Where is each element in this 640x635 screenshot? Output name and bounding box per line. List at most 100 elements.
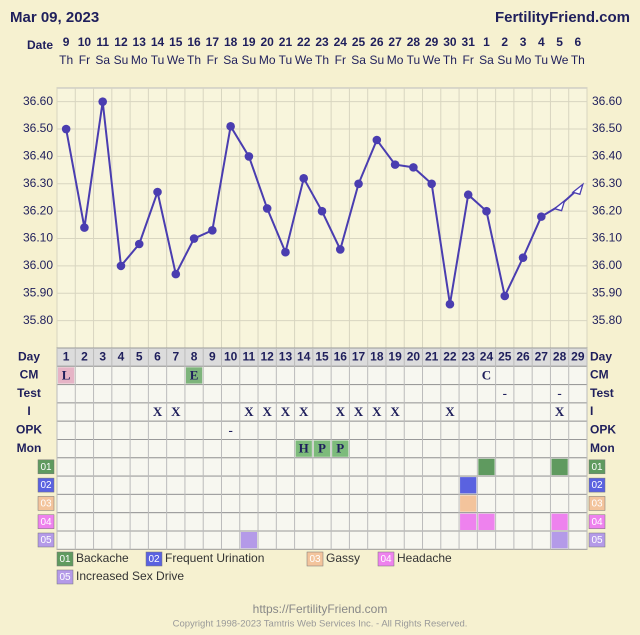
- date-label: 14: [151, 35, 165, 49]
- y-tick-label-right: 36.40: [592, 149, 622, 163]
- weekday-label: Sa: [479, 53, 494, 67]
- day-number: 18: [370, 349, 384, 363]
- date-label: 10: [78, 35, 92, 49]
- symptom-cell: [478, 458, 495, 476]
- weekday-label: Th: [59, 53, 73, 67]
- temperature-point: [571, 182, 585, 196]
- day-number: 7: [172, 349, 179, 363]
- date-label: 12: [114, 35, 128, 49]
- temperature-point: [134, 239, 144, 249]
- day-number: 8: [191, 349, 198, 363]
- row-label: Test: [17, 386, 41, 400]
- symptom-cell: [551, 513, 568, 530]
- day-number: 4: [118, 349, 125, 363]
- weekday-label: Sa: [95, 53, 110, 67]
- row-badge-right-code: 03: [591, 499, 603, 510]
- row-badge: [37, 532, 55, 548]
- entry-text: -: [557, 386, 561, 401]
- entry-text: X: [336, 404, 346, 419]
- y-tick-label: 36.20: [23, 203, 53, 217]
- temperature-point: [317, 206, 327, 216]
- entry-text: C: [482, 367, 491, 382]
- legend-badge: [377, 551, 395, 567]
- symptom-cell: [460, 495, 477, 512]
- legend-label: Frequent Urination: [165, 551, 264, 565]
- date-label: 3: [520, 35, 527, 49]
- entry-text: P: [318, 441, 326, 456]
- weekday-label: Tu: [407, 53, 421, 67]
- row-badge-right-code: 02: [591, 480, 603, 491]
- weekday-label: We: [167, 53, 185, 67]
- weekday-label: Fr: [463, 53, 474, 67]
- day-number: 1: [63, 349, 70, 363]
- row-badge-code: 03: [40, 499, 52, 510]
- entry-cell: [295, 440, 312, 457]
- weekday-label: Mo: [387, 53, 404, 67]
- row-badge-right: [588, 514, 606, 529]
- copyright: Copyright 1998-2023 Tamtris Web Services…: [173, 619, 468, 630]
- row-badge: [37, 496, 55, 511]
- y-tick-label: 35.90: [23, 285, 53, 299]
- entry-text: X: [171, 404, 181, 419]
- temperature-point: [171, 269, 181, 279]
- entry-cell: [332, 440, 349, 457]
- date-label: 9: [63, 35, 70, 49]
- row-badge-code: 04: [40, 517, 52, 528]
- date-label: 18: [224, 35, 238, 49]
- y-tick-label-right: 36.50: [592, 121, 622, 135]
- date-label: 15: [169, 35, 183, 49]
- row-badge-right: [588, 496, 606, 511]
- entry-text: X: [390, 404, 400, 419]
- plot-area: [56, 87, 588, 349]
- temperature-point: [445, 299, 455, 309]
- day-number: 21: [425, 349, 439, 363]
- row-badge-code: 02: [40, 480, 52, 491]
- temperature-point: [354, 179, 363, 189]
- legend-badge: [56, 569, 74, 585]
- temperature-point: [262, 204, 272, 213]
- day-number: 6: [154, 349, 161, 363]
- date-label: 11: [96, 35, 109, 49]
- day-number: 3: [99, 349, 106, 363]
- date-label: 24: [334, 35, 348, 49]
- day-number: 2: [81, 349, 88, 363]
- row-label: CM: [20, 368, 39, 382]
- entry-text: P: [336, 441, 344, 456]
- date-label: 22: [297, 35, 311, 49]
- legend-label: Gassy: [326, 551, 360, 565]
- x-label: Date: [27, 38, 53, 52]
- row-label: OPK: [16, 423, 42, 437]
- date-label: 28: [407, 35, 421, 49]
- legend-badge-code: 03: [309, 554, 321, 565]
- row-label-right: CM: [590, 368, 609, 382]
- table-row: [56, 475, 588, 495]
- day-number: 25: [498, 349, 512, 363]
- date-label: 27: [388, 35, 402, 49]
- date-label: 31: [462, 35, 476, 49]
- legend-badge: [56, 551, 74, 567]
- y-tick-label-right: 36.60: [592, 94, 622, 108]
- table-row: [56, 384, 588, 404]
- symptom-cell: [460, 513, 477, 530]
- symptom-cell: [240, 532, 258, 549]
- day-number: 19: [388, 349, 402, 363]
- date-label: 6: [575, 35, 582, 49]
- date-label: 1: [483, 35, 490, 49]
- symptom-cell: [551, 532, 568, 549]
- day-number: 16: [334, 349, 348, 363]
- entry-text: E: [190, 367, 199, 382]
- legend-badge-code: 04: [380, 554, 392, 565]
- temperature-point: [299, 174, 309, 183]
- y-tick-label-right: 36.10: [592, 231, 622, 245]
- table-row: [56, 493, 588, 514]
- temperature-point: [553, 198, 566, 212]
- weekday-label: Fr: [335, 53, 346, 67]
- entry-text: H: [299, 441, 309, 456]
- entry-text: X: [299, 404, 309, 419]
- row-badge-right-code: 04: [591, 517, 603, 528]
- weekday-label: Su: [369, 53, 384, 67]
- temperature-point: [390, 160, 400, 169]
- day-number: 15: [315, 349, 329, 363]
- table-row: [56, 365, 588, 386]
